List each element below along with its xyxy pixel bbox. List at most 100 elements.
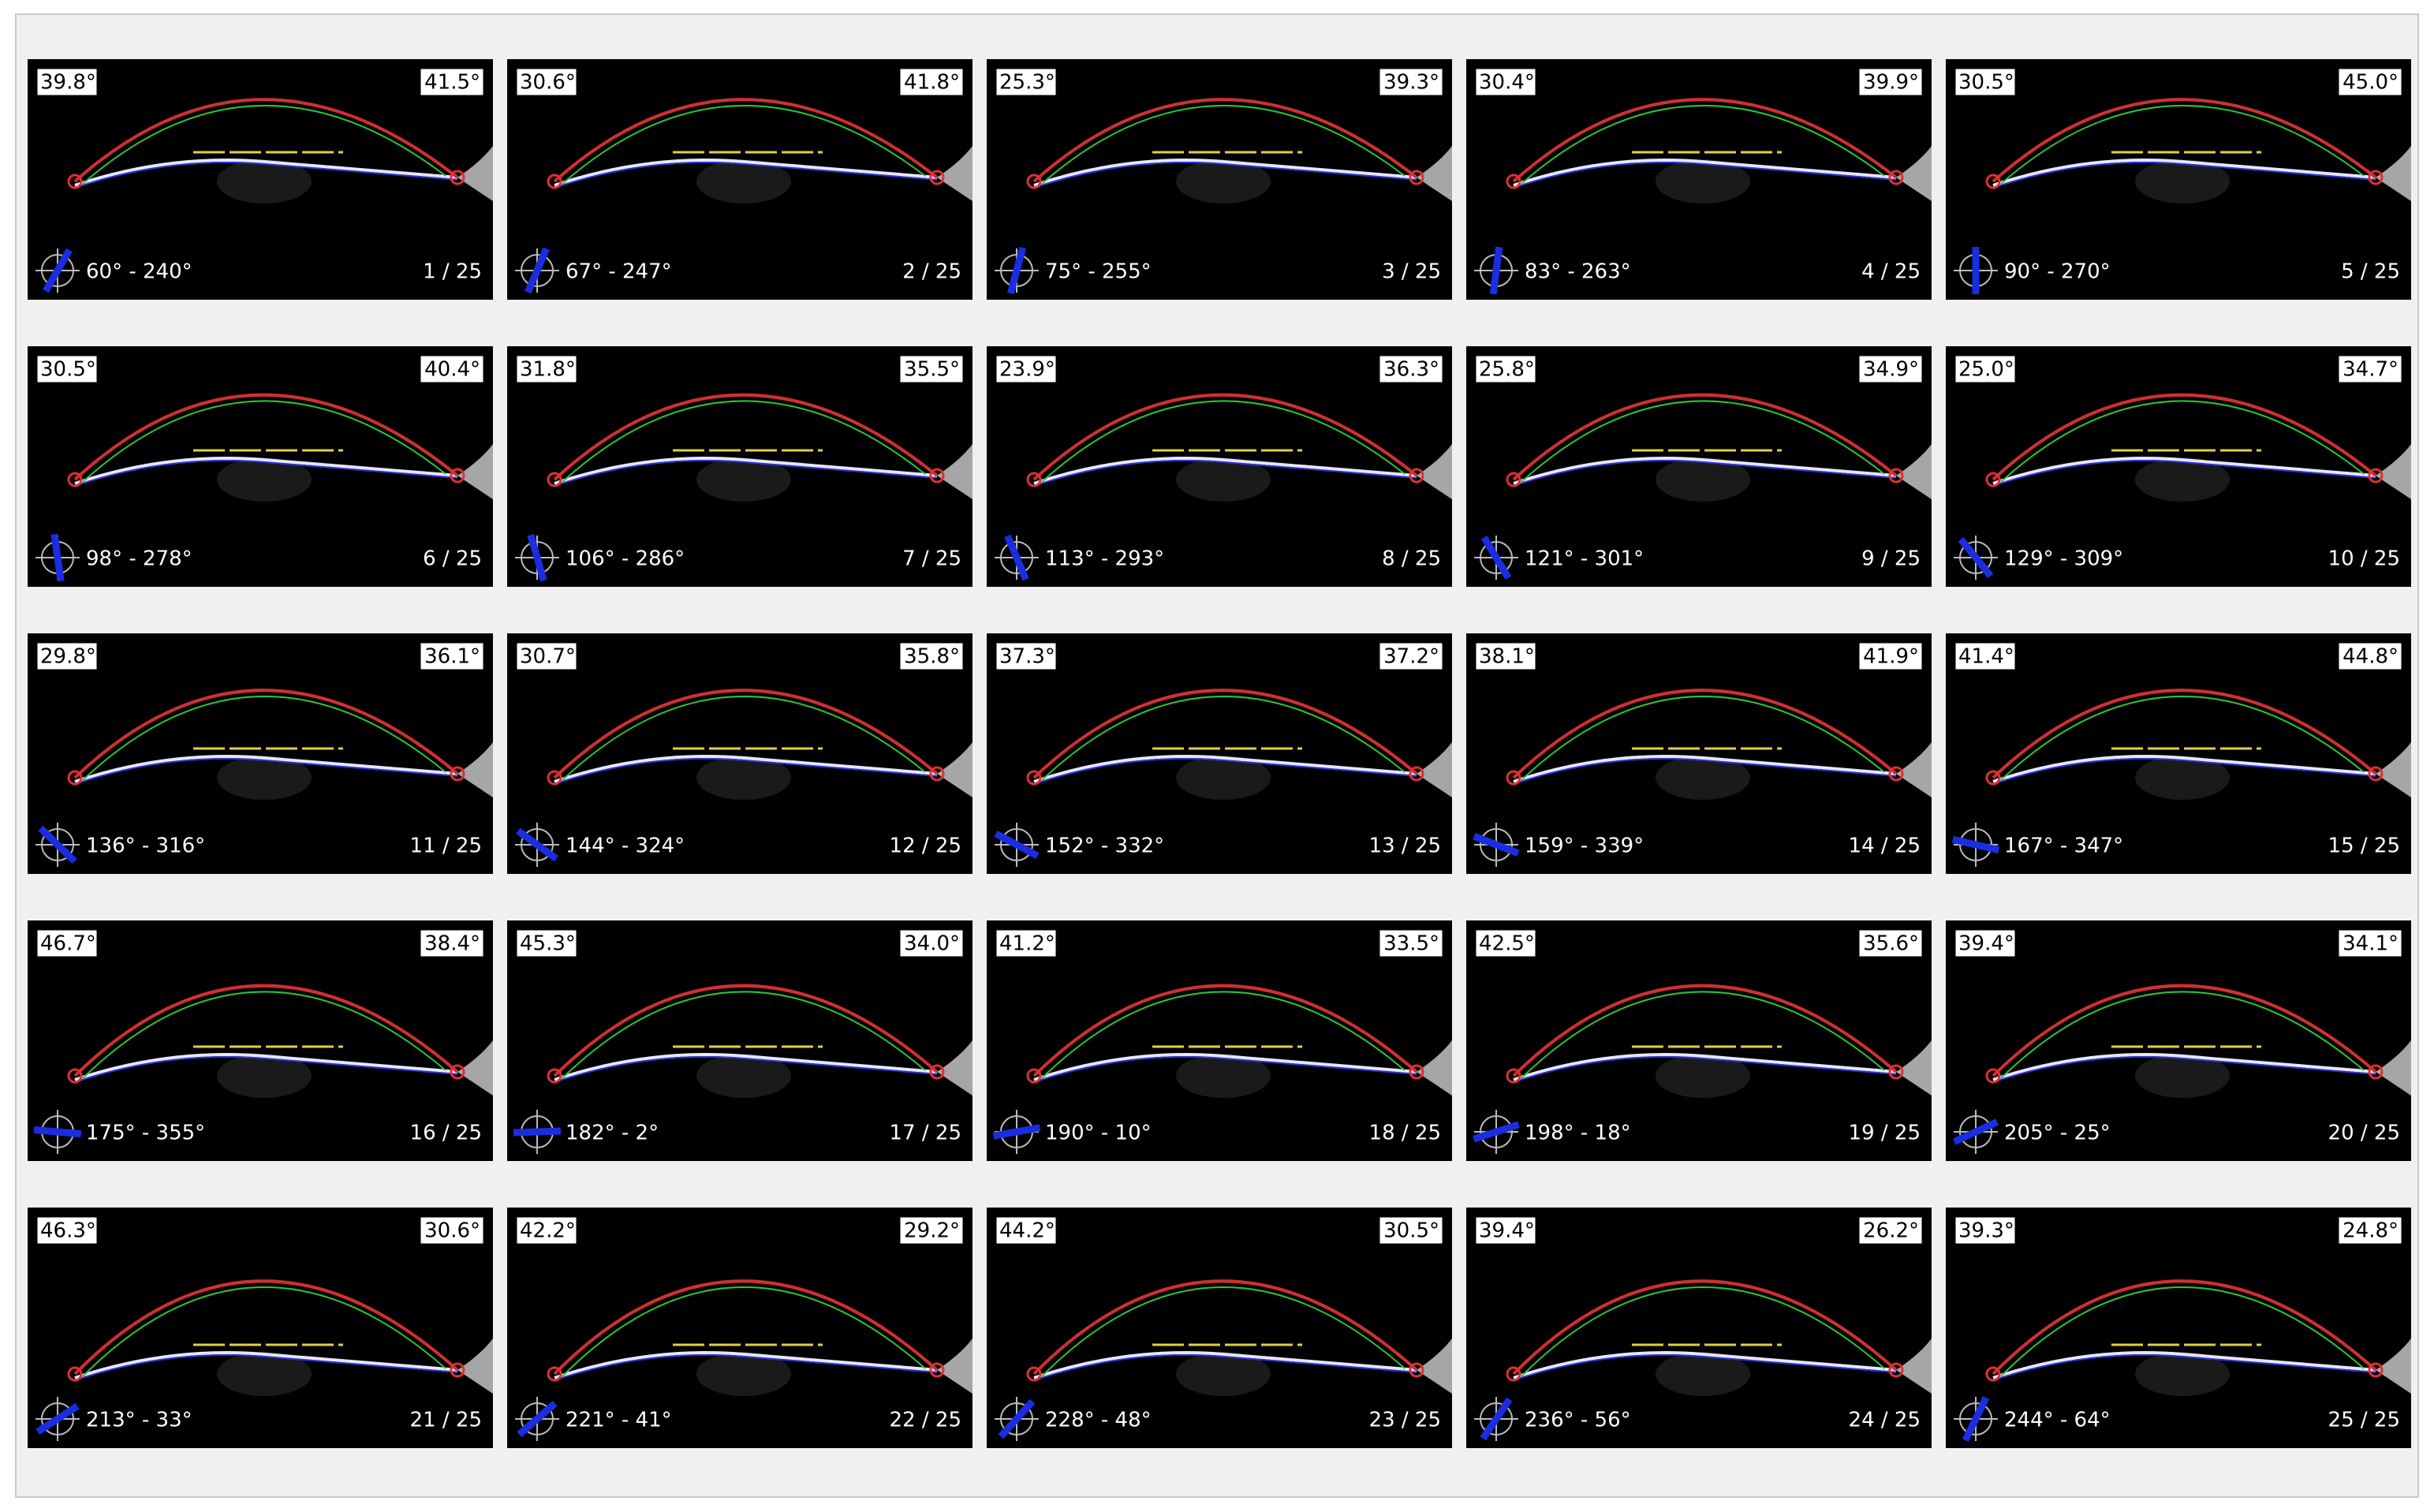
angle-label-box [516, 642, 577, 670]
orientation-icon [995, 1397, 1039, 1441]
scan-tile[interactable]: 42.5° 35.6° 198° - 18° 19 / 25 [1466, 920, 1932, 1161]
glare [1417, 1040, 1452, 1096]
orientation-icon [1954, 536, 1998, 580]
glare [937, 742, 972, 797]
meridian-indicator [516, 827, 558, 862]
right-angle: 41.8° [904, 71, 960, 95]
iris-line [1513, 755, 1897, 783]
iris-edge [554, 460, 938, 487]
cornea-inner [2000, 105, 2365, 185]
angle-point [1888, 1064, 1904, 1080]
angle-point [547, 1068, 562, 1084]
angle-point [2368, 170, 2384, 185]
iris-line [1513, 1053, 1897, 1081]
lens-shadow [217, 159, 312, 203]
angle-point [1985, 1068, 2001, 1084]
scan-tile[interactable]: 39.4° 34.1° 205° - 25° 20 / 25 [1946, 920, 2411, 1161]
orientation-icon [1951, 823, 2000, 867]
scan-tile[interactable]: 25.8° 34.9° 121° - 301° 9 / 25 [1466, 346, 1932, 587]
lens-shadow [696, 159, 791, 203]
iris-line [1033, 457, 1417, 485]
glare [1896, 742, 1932, 797]
angle-label-box [1858, 1216, 1923, 1245]
angle-label-box [1475, 929, 1536, 958]
glare [457, 146, 493, 201]
scan-index: 2 / 25 [902, 260, 961, 284]
meridian-indicator [1006, 246, 1027, 295]
scan-index: 21 / 25 [410, 1409, 482, 1432]
angle-point [929, 170, 945, 185]
meridian-label: 167° - 347° [2004, 834, 2123, 858]
meridian-label: 221° - 41° [566, 1409, 672, 1432]
iris-edge [1513, 1354, 1897, 1381]
scan-tile[interactable]: 37.3° 37.2° 152° - 332° 13 / 25 [987, 633, 1452, 874]
meridian-indicator [1473, 1121, 1520, 1143]
scan-tile[interactable]: 30.5° 45.0° 90° - 270° 5 / 25 [1946, 59, 2411, 300]
iris-line [1992, 1053, 2376, 1081]
angle-label-box [1954, 355, 2016, 383]
cornea-outer [1512, 393, 1898, 481]
scan-tile[interactable]: 31.8° 35.5° 106° - 286° 7 / 25 [507, 346, 972, 587]
right-angle: 44.8° [2343, 645, 2399, 669]
iris-edge [1513, 460, 1897, 487]
cornea-inner [1041, 1286, 1406, 1377]
scan-tile[interactable]: 46.3° 30.6° 213° - 33° 21 / 25 [28, 1208, 493, 1448]
scan-tile[interactable]: 23.9° 36.3° 113° - 293° 8 / 25 [987, 346, 1452, 587]
scan-tile[interactable]: 46.7° 38.4° 175° - 355° 16 / 25 [28, 920, 493, 1161]
scan-tile[interactable]: 39.4° 26.2° 236° - 56° 24 / 25 [1466, 1208, 1932, 1448]
angle-point [67, 1366, 83, 1382]
lens-shadow [1176, 1054, 1271, 1098]
scan-tile[interactable]: 45.3° 34.0° 182° - 2° 17 / 25 [507, 920, 972, 1161]
scan-tile[interactable]: 41.2° 33.5° 190° - 10° 18 / 25 [987, 920, 1452, 1161]
scan-tile[interactable]: 44.2° 30.5° 228° - 48° 23 / 25 [987, 1208, 1452, 1448]
orientation-icon [1954, 247, 1998, 294]
right-angle: 26.2° [1863, 1219, 1919, 1243]
orientation-icon [1473, 1110, 1520, 1154]
lens-shadow [1176, 1352, 1271, 1396]
cornea-inner [2000, 400, 2365, 483]
lens-shadow [2135, 756, 2230, 800]
left-angle: 23.9° [999, 358, 1055, 382]
meridian-indicator [33, 1126, 82, 1138]
scan-tile[interactable]: 30.6° 41.8° 67° - 247° 2 / 25 [507, 59, 972, 300]
scan-image [507, 1208, 972, 1448]
scan-tile[interactable]: 30.4° 39.9° 83° - 263° 4 / 25 [1466, 59, 1932, 300]
orientation-icon [1474, 1397, 1518, 1441]
scan-image [28, 1208, 493, 1448]
cornea-outer [1992, 1279, 2377, 1376]
scan-tile[interactable]: 41.4° 44.8° 167° - 347° 15 / 25 [1946, 633, 2411, 874]
iris-edge [554, 1354, 938, 1381]
scan-tile[interactable]: 39.8° 41.5° 60° - 240° 1 / 25 [28, 59, 493, 300]
scan-tile[interactable]: 39.3° 24.8° 244° - 64° 25 / 25 [1946, 1208, 2411, 1448]
meridian-indicator [35, 1402, 80, 1435]
lens-shadow [696, 1054, 791, 1098]
iris-line [1992, 1351, 2376, 1379]
scan-tile[interactable]: 42.2° 29.2° 221° - 41° 22 / 25 [507, 1208, 972, 1448]
orientation-icon [515, 1397, 559, 1441]
scan-tile[interactable]: 25.3° 39.3° 75° - 255° 3 / 25 [987, 59, 1452, 300]
cornea-outer [1032, 1279, 1418, 1376]
iris-edge [1033, 1354, 1417, 1381]
lens-shadow [217, 1054, 312, 1098]
angle-label-box [516, 929, 577, 958]
meridian-label: 236° - 56° [1525, 1409, 1631, 1432]
scan-tile[interactable]: 38.1° 41.9° 159° - 339° 14 / 25 [1466, 633, 1932, 874]
scan-index: 22 / 25 [890, 1409, 961, 1432]
scan-index: 10 / 25 [2328, 547, 2400, 571]
cornea-outer [1512, 1279, 1898, 1376]
angle-point [2368, 1362, 2384, 1378]
scan-tile[interactable]: 30.7° 35.8° 144° - 324° 12 / 25 [507, 633, 972, 874]
scan-tile[interactable]: 30.5° 40.4° 98° - 278° 6 / 25 [28, 346, 493, 587]
angle-label-box [1954, 642, 2016, 670]
right-angle: 34.1° [2343, 932, 2399, 956]
glare [937, 1040, 972, 1096]
scan-tile[interactable]: 25.0° 34.7° 129° - 309° 10 / 25 [1946, 346, 2411, 587]
angle-label-box [1954, 68, 2016, 96]
iris-line [1033, 1351, 1417, 1379]
angle-point [1888, 468, 1904, 483]
scan-tile[interactable]: 29.8° 36.1° 136° - 316° 11 / 25 [28, 633, 493, 874]
lens-shadow [1656, 457, 1750, 502]
scan-index: 15 / 25 [2328, 834, 2400, 858]
angle-label-box [1858, 929, 1923, 958]
meridian-indicator [1489, 246, 1503, 295]
